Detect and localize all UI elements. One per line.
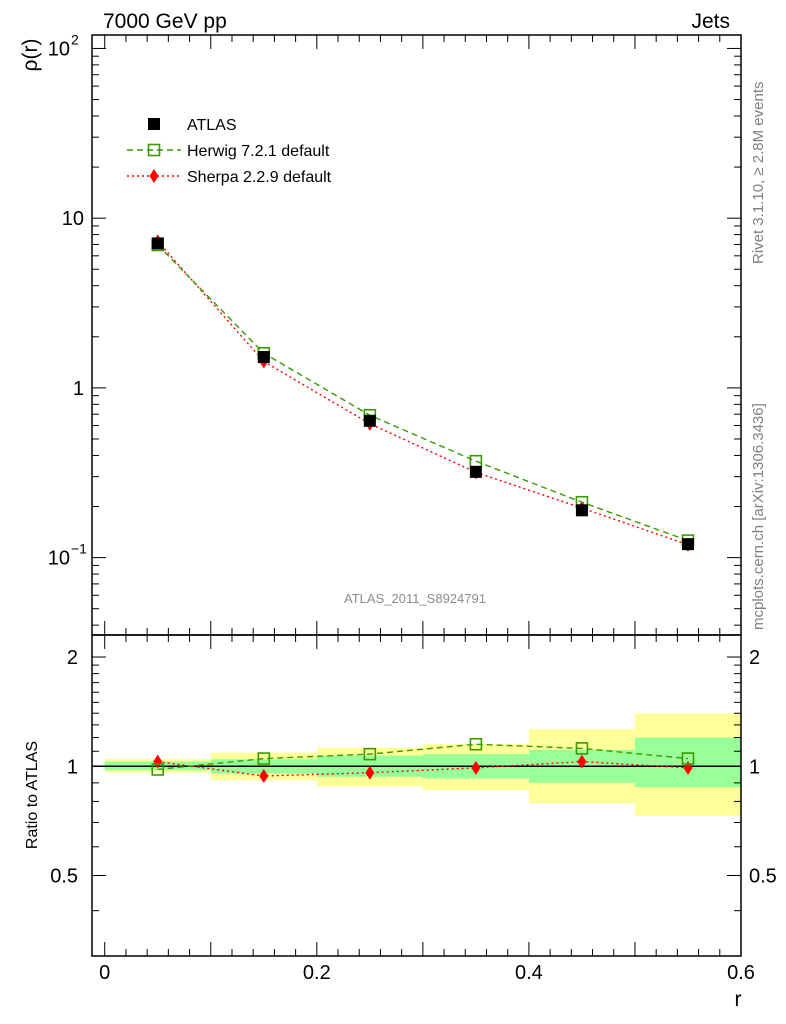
ratio-series-0-point bbox=[469, 737, 483, 751]
ratio-series-0-point bbox=[257, 752, 271, 765]
legend: ATLAS Herwig 7.2.1 default Sherpa 2.2.9 de… bbox=[127, 117, 332, 186]
ratio-series-0-point bbox=[363, 747, 377, 761]
main-series-0-point bbox=[257, 351, 270, 364]
ratio-series-0-point bbox=[575, 742, 589, 755]
x-tick-label: 0.4 bbox=[515, 962, 543, 984]
rivet-label: Rivet 3.1.10, ≥ 2.8M events bbox=[750, 82, 767, 265]
ratio-frame bbox=[91, 634, 742, 957]
legend-marker-0 bbox=[148, 118, 160, 130]
ratio-y-tick-label-left: 1 bbox=[67, 756, 78, 778]
header-right: Jets bbox=[691, 10, 730, 33]
x-tick-label: 0 bbox=[99, 962, 110, 984]
legend-label-2: Sherpa 2.2.9 default bbox=[187, 169, 332, 186]
ratio-y-tick-label-right: 1 bbox=[749, 756, 760, 778]
legend-label-0: ATLAS bbox=[187, 117, 237, 134]
main-y-tick-label: 1 bbox=[73, 378, 84, 400]
ratio-series-1-point bbox=[153, 754, 163, 769]
main-y-tick-exponent: 2 bbox=[71, 31, 79, 47]
ratio-series-1-point bbox=[471, 760, 481, 775]
main-y-tick-label: 10 bbox=[48, 38, 70, 60]
main-y-tick-exponent: −1 bbox=[71, 541, 87, 557]
ratio-y-tick-label-right: 0.5 bbox=[749, 865, 777, 887]
ratio-series-1-point bbox=[577, 754, 587, 769]
main-series-0-point bbox=[469, 465, 482, 478]
main-series-0-point bbox=[575, 504, 588, 517]
x-tick-label: 0.2 bbox=[303, 962, 331, 984]
main-y-tick-label: 10 bbox=[62, 208, 84, 230]
ratio-series-1-line bbox=[157, 760, 689, 777]
ratio-y-tick-label-left: 2 bbox=[67, 647, 78, 669]
ratio-series-1-point bbox=[365, 765, 375, 780]
main-series-1-line bbox=[157, 244, 689, 542]
ratio-y-tick-label-right: 2 bbox=[749, 647, 760, 669]
x-axis-label: r bbox=[735, 988, 742, 1011]
ratio-series-0-point bbox=[151, 763, 165, 776]
ratio-y-axis-label: Ratio to ATLAS bbox=[24, 741, 41, 849]
main-y-tick-label: 10 bbox=[48, 548, 70, 570]
watermark: ATLAS_2011_S8924791 bbox=[344, 591, 486, 606]
legend-marker-2 bbox=[149, 169, 159, 183]
main-series-0-point bbox=[151, 237, 164, 250]
header-left: 7000 GeV pp bbox=[103, 10, 227, 33]
main-series-1-point bbox=[469, 454, 483, 468]
mcplots-label: mcplots.cern.ch [arXiv:1306.3436] bbox=[750, 403, 767, 630]
ratio-panel: 0.5 0.5 1 1 2 2 0 0.2 0.4 0.6 bbox=[50, 634, 777, 984]
main-series-0-point bbox=[681, 538, 694, 551]
main-series-0-point bbox=[363, 414, 376, 427]
ratio-series-1-point bbox=[259, 769, 269, 784]
main-y-axis-label: ρ(r) bbox=[19, 39, 42, 72]
x-tick-label: 0.6 bbox=[727, 962, 755, 984]
main-series-2-line bbox=[157, 240, 689, 546]
legend-marker-1 bbox=[147, 143, 161, 157]
ratio-series-0-point bbox=[681, 752, 695, 765]
legend-label-1: Herwig 7.2.1 default bbox=[187, 143, 330, 160]
ratio-series-0-line bbox=[157, 743, 689, 771]
ratio-y-tick-label-left: 0.5 bbox=[50, 865, 78, 887]
